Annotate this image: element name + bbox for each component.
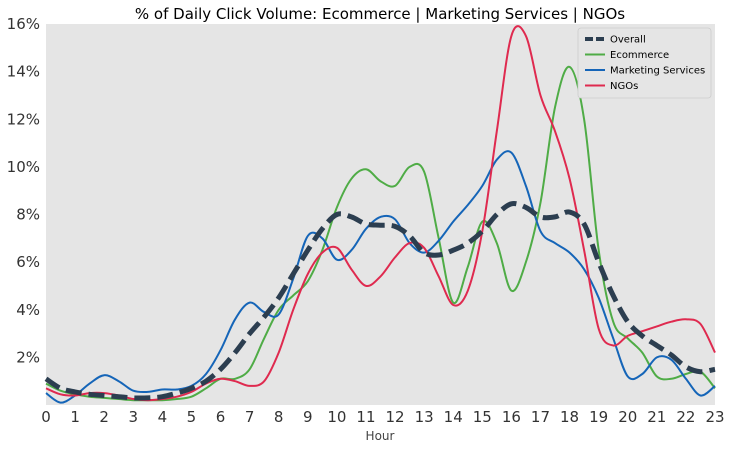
x-tick-label: 22 <box>676 408 695 426</box>
x-tick-label: 2 <box>99 408 109 426</box>
chart-title: % of Daily Click Volume: Ecommerce | Mar… <box>135 5 625 23</box>
y-tick-label: 6% <box>16 253 40 271</box>
y-tick-label: 14% <box>7 63 40 81</box>
x-tick-label: 5 <box>187 408 197 426</box>
x-tick-label: 19 <box>589 408 608 426</box>
legend-entry: Ecommerce <box>610 50 669 61</box>
x-tick-label: 21 <box>647 408 666 426</box>
legend-entry: Marketing Services <box>610 66 705 77</box>
x-tick-label: 17 <box>531 408 550 426</box>
x-tick-label: 1 <box>70 408 80 426</box>
x-tick-label: 13 <box>415 408 434 426</box>
x-tick-label: 4 <box>158 408 168 426</box>
series-layer <box>44 25 716 404</box>
x-tick-label: 8 <box>274 408 284 426</box>
y-tick-label: 12% <box>7 110 40 128</box>
legend-box <box>577 27 712 99</box>
legend-entry: NGOs <box>610 81 638 92</box>
x-tick-label: 7 <box>245 408 255 426</box>
y-tick-label: 2% <box>16 348 40 366</box>
x-tick-label: 10 <box>327 408 346 426</box>
legend-entry: Overall <box>610 35 646 46</box>
x-tick-label: 20 <box>618 408 637 426</box>
x-tick-label: 15 <box>473 408 492 426</box>
x-tick-label: 23 <box>705 408 724 426</box>
x-axis-label: Hour <box>366 429 395 443</box>
x-tick-label: 18 <box>560 408 579 426</box>
y-tick-label: 4% <box>16 301 40 319</box>
y-tick-label: 8% <box>16 206 40 224</box>
x-tick-label: 12 <box>385 408 404 426</box>
x-tick-label: 16 <box>502 408 521 426</box>
y-tick-label: 10% <box>7 158 40 176</box>
x-tick-label: 6 <box>216 408 226 426</box>
x-tick-label: 3 <box>128 408 138 426</box>
y-tick-label: 16% <box>7 15 40 33</box>
x-axis: 0 1 2 3 4 5 6 7 8 9 10 11 12 13 14 15 16 17 18 19 20 21 22 23 <box>41 408 724 426</box>
series-line-overall <box>44 201 716 401</box>
x-tick-label: 11 <box>356 408 375 426</box>
x-tick-label: 14 <box>444 408 463 426</box>
y-axis: 2% 4% 6% 8% 10% 12% 14% 16% <box>7 15 40 366</box>
x-tick-label: 0 <box>41 408 51 426</box>
x-tick-label: 9 <box>303 408 313 426</box>
legend: Overall Ecommerce Marketing Services NGOs <box>577 27 712 99</box>
series-line-marketing-services <box>45 150 716 404</box>
